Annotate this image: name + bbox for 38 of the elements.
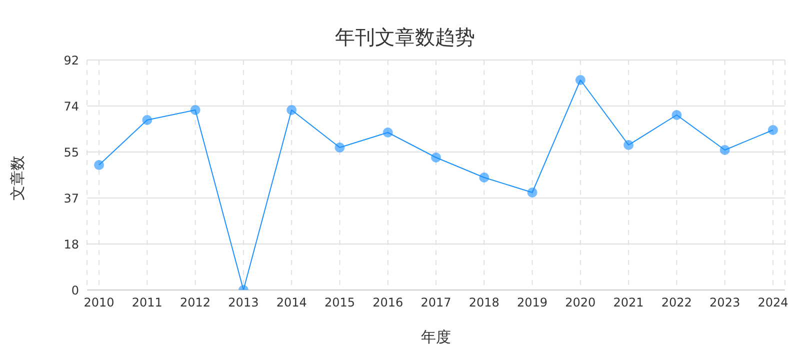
x-tick-label: 2012 xyxy=(180,296,211,310)
point xyxy=(479,172,490,182)
point xyxy=(527,188,538,198)
x-tick-label: 2010 xyxy=(84,296,114,310)
x-tick-label: 2019 xyxy=(517,296,548,310)
point xyxy=(672,110,682,120)
y-tick-label: 0 xyxy=(71,283,79,298)
x-tick-label: 2015 xyxy=(324,296,355,310)
x-tick-label: 2016 xyxy=(372,296,404,310)
y-tick-label: 92 xyxy=(64,53,79,68)
point xyxy=(334,142,345,152)
y-tick-label: 18 xyxy=(64,237,79,252)
x-tick-label: 2024 xyxy=(758,296,788,310)
point xyxy=(190,105,200,115)
x-tick-label: 2022 xyxy=(661,296,692,310)
x-tick-label: 2018 xyxy=(468,296,500,310)
y-axis-title: 文章数 xyxy=(8,156,28,200)
chart-title: 年刊文章数趋势 xyxy=(334,24,476,51)
x-tick-label: 2023 xyxy=(710,296,740,310)
x-tick-label: 2020 xyxy=(565,296,596,310)
x-axis-title: 年度 xyxy=(420,328,452,347)
point xyxy=(624,140,634,150)
point xyxy=(94,160,104,170)
point xyxy=(382,128,393,138)
point xyxy=(431,152,441,162)
y-tick-label: 74 xyxy=(64,99,79,114)
y-tick-label: 37 xyxy=(64,191,79,206)
x-tick-label: 2014 xyxy=(276,296,307,310)
point xyxy=(286,105,297,115)
x-tick-label: 2021 xyxy=(613,296,644,310)
x-tick-label: 2011 xyxy=(132,296,162,310)
point xyxy=(575,75,586,85)
y-tick-label: 55 xyxy=(64,145,79,160)
x-tick-label: 2013 xyxy=(228,296,259,310)
point xyxy=(142,115,152,125)
point xyxy=(768,125,778,135)
point xyxy=(720,145,730,155)
x-tick-label: 2017 xyxy=(420,296,452,310)
